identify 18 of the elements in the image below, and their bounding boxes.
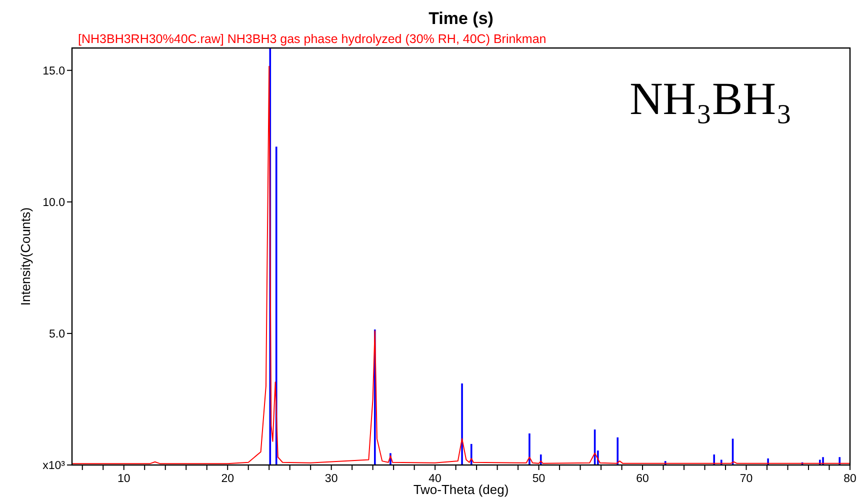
x-tick-label: 60: [636, 473, 649, 485]
y-tick-label: 15.0: [42, 65, 65, 78]
chart-title: Time (s): [428, 9, 494, 28]
x-tick-label: 40: [428, 473, 442, 485]
y-axis-title: Intensity(Counts): [18, 207, 33, 306]
x-tick-label: 20: [221, 473, 234, 485]
x-axis-title: Two-Theta (deg): [413, 482, 509, 497]
y-tick-label: 10.0: [42, 196, 65, 209]
x-tick-label: 10: [117, 473, 130, 485]
chart-subtitle: [NH3BH3RH30%40C.raw] NH3BH3 gas phase hydrolyzed (30% RH, 40C) Brinkman: [78, 32, 546, 46]
y-tick-label: 5.0: [49, 328, 65, 340]
x-tick-label: 30: [324, 473, 338, 485]
x-tick-label: 70: [740, 473, 753, 485]
x-tick-label: 50: [532, 473, 546, 485]
line-series: [72, 66, 850, 464]
y-tick-label: x10³: [42, 460, 66, 472]
x-tick-label: 80: [844, 473, 856, 485]
annotation: NH₃BH₃: [630, 73, 792, 124]
